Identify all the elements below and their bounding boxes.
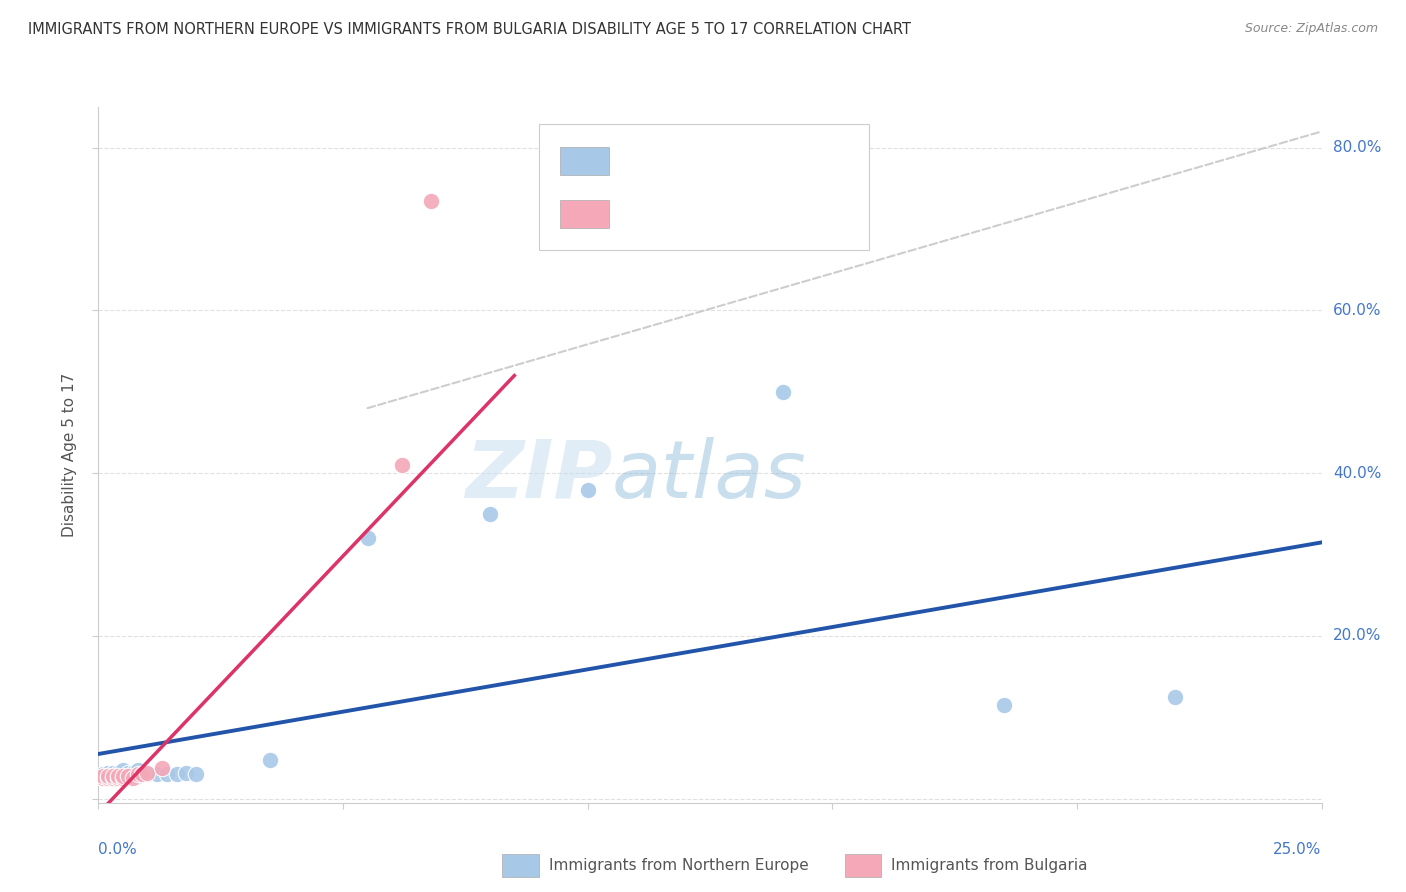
Point <box>478 507 501 521</box>
Point <box>101 769 124 783</box>
Point <box>772 384 794 399</box>
Point <box>97 769 120 783</box>
Point <box>166 767 188 781</box>
Text: ZIP: ZIP <box>465 437 612 515</box>
Text: 60.0%: 60.0% <box>1333 303 1381 318</box>
Point <box>186 767 208 781</box>
Text: Immigrants from Northern Europe: Immigrants from Northern Europe <box>548 858 808 873</box>
Point <box>111 764 134 778</box>
Point <box>97 772 120 786</box>
Point <box>111 769 134 783</box>
Point <box>101 769 124 783</box>
Point <box>91 767 114 781</box>
Point <box>107 765 129 780</box>
Point <box>259 753 281 767</box>
Text: 0.482: 0.482 <box>661 150 709 169</box>
Point <box>420 194 443 208</box>
Point <box>97 765 120 780</box>
FancyBboxPatch shape <box>845 855 882 877</box>
Text: Source: ZipAtlas.com: Source: ZipAtlas.com <box>1244 22 1378 36</box>
FancyBboxPatch shape <box>560 146 609 175</box>
Text: N =: N = <box>706 150 754 169</box>
Point <box>136 767 159 781</box>
Y-axis label: Disability Age 5 to 17: Disability Age 5 to 17 <box>62 373 77 537</box>
Point <box>176 765 198 780</box>
Point <box>91 772 114 786</box>
FancyBboxPatch shape <box>502 855 538 877</box>
Text: 80.0%: 80.0% <box>1333 140 1381 155</box>
Text: 36: 36 <box>759 150 780 169</box>
FancyBboxPatch shape <box>560 201 609 228</box>
Point <box>150 761 173 775</box>
Text: Immigrants from Bulgaria: Immigrants from Bulgaria <box>891 858 1088 873</box>
Text: R =: R = <box>619 203 654 222</box>
Point <box>156 767 179 781</box>
Point <box>101 772 124 786</box>
Point <box>131 767 153 781</box>
Text: 0.0%: 0.0% <box>98 842 138 856</box>
Text: 20.0%: 20.0% <box>1333 629 1381 643</box>
Point <box>576 483 599 497</box>
Point <box>117 772 139 786</box>
Point <box>107 772 129 786</box>
Point <box>131 767 153 781</box>
Text: R =: R = <box>619 150 654 169</box>
Point <box>101 772 124 786</box>
Point <box>136 765 159 780</box>
Point <box>127 769 149 783</box>
Point <box>117 769 139 783</box>
Point <box>91 769 114 783</box>
Point <box>146 767 169 781</box>
Point <box>117 765 139 780</box>
Point <box>111 769 134 783</box>
Text: 40.0%: 40.0% <box>1333 466 1381 481</box>
Point <box>127 764 149 778</box>
Point <box>101 765 124 780</box>
Point <box>391 458 413 472</box>
Point <box>111 772 134 786</box>
Point <box>97 769 120 783</box>
Text: 25.0%: 25.0% <box>1274 842 1322 856</box>
Point <box>121 772 143 786</box>
Point <box>111 767 134 781</box>
Point <box>127 767 149 781</box>
Text: atlas: atlas <box>612 437 807 515</box>
Text: 18: 18 <box>759 203 780 222</box>
FancyBboxPatch shape <box>538 124 869 250</box>
Point <box>107 769 129 783</box>
Point <box>117 769 139 783</box>
Point <box>107 772 129 786</box>
Text: IMMIGRANTS FROM NORTHERN EUROPE VS IMMIGRANTS FROM BULGARIA DISABILITY AGE 5 TO : IMMIGRANTS FROM NORTHERN EUROPE VS IMMIG… <box>28 22 911 37</box>
Text: N =: N = <box>706 203 754 222</box>
Point <box>91 772 114 786</box>
Point <box>356 532 378 546</box>
Point <box>107 769 129 783</box>
Point <box>111 772 134 786</box>
Point <box>121 765 143 780</box>
Point <box>993 698 1015 713</box>
Point <box>97 772 120 786</box>
Point <box>121 769 143 783</box>
Point <box>1164 690 1187 704</box>
Text: 0.777: 0.777 <box>661 203 709 222</box>
